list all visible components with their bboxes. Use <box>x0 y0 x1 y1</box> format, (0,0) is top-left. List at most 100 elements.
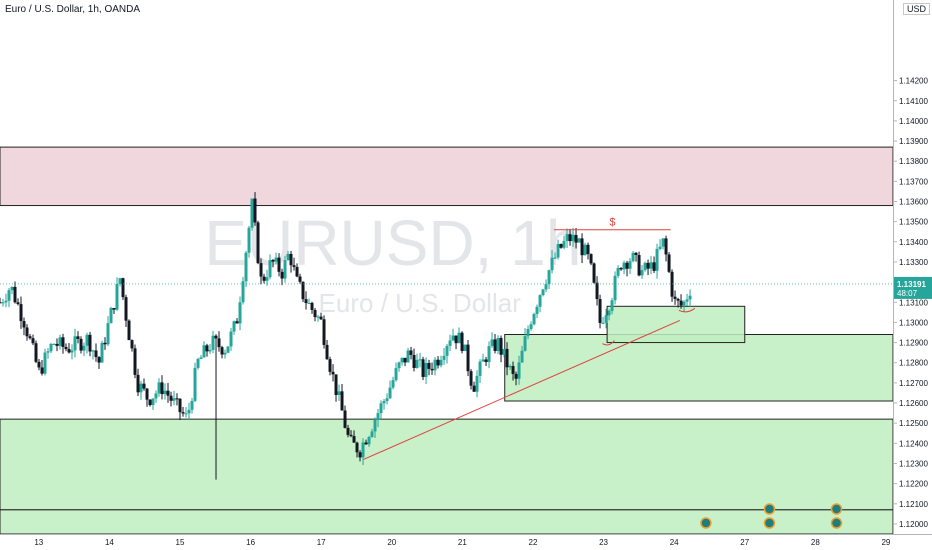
candle-down <box>262 276 266 281</box>
candle-down <box>364 442 368 445</box>
candle-down <box>79 338 83 351</box>
y-tick-label: 1.13000 <box>899 318 928 327</box>
candle-down <box>667 254 671 272</box>
y-tick-label: 1.13300 <box>899 258 928 267</box>
candle-down <box>31 338 35 344</box>
candle-down <box>592 263 596 283</box>
candle-down <box>421 359 425 377</box>
candle-up <box>4 300 8 303</box>
candle-up <box>601 322 605 324</box>
candle-up <box>541 289 545 296</box>
candle-up <box>232 321 236 332</box>
candle-up <box>52 343 56 345</box>
candle-up <box>229 331 233 347</box>
candle-up <box>523 336 527 351</box>
candle-up <box>226 346 230 353</box>
demand-zone-2 <box>0 509 894 535</box>
candle-up <box>361 442 365 458</box>
candle-down <box>13 286 17 303</box>
demand-zone-1 <box>0 418 894 511</box>
currency-label[interactable]: USD <box>902 3 930 15</box>
candle-down <box>499 337 503 355</box>
candle-up <box>571 235 575 242</box>
candle-up <box>490 339 494 347</box>
y-tick-label: 1.13100 <box>899 298 928 307</box>
supply-zone-0 <box>0 146 894 207</box>
trendline <box>363 319 681 460</box>
candle-down <box>160 382 164 395</box>
candle-down <box>436 359 440 366</box>
candle-up <box>199 357 203 360</box>
candle-down <box>271 260 275 262</box>
x-tick-label: 16 <box>246 538 255 547</box>
candle-up <box>85 334 89 346</box>
candle-down <box>169 395 173 401</box>
candle-down <box>259 263 263 277</box>
candle-up <box>433 359 437 371</box>
y-tick-label: 1.12900 <box>899 339 928 348</box>
zones-layer <box>0 146 894 535</box>
candle-down <box>94 350 98 358</box>
candle-up <box>487 346 491 362</box>
candle-down <box>28 336 32 339</box>
low-mark-curve <box>678 307 696 313</box>
candle-up <box>172 398 176 401</box>
x-tick-label: 28 <box>811 538 820 547</box>
candle-up <box>139 383 143 393</box>
candle-up <box>397 362 401 369</box>
y-tick-label: 1.12700 <box>899 379 928 388</box>
candle-up <box>109 308 113 324</box>
candle-down <box>217 338 221 348</box>
candle-up <box>337 391 341 395</box>
candle-up <box>418 359 422 361</box>
candle-up <box>115 284 119 310</box>
candle-down <box>295 266 299 277</box>
time-axis-background <box>0 534 932 550</box>
candle-up <box>316 316 320 318</box>
economic-event-icon <box>830 503 843 515</box>
candle-down <box>664 238 668 255</box>
candle-down <box>301 281 305 300</box>
candle-up <box>616 268 620 276</box>
candle-up <box>70 350 74 353</box>
candle-down <box>673 296 677 299</box>
candle-down <box>0 302 2 304</box>
candle-up <box>391 380 395 388</box>
candle-up <box>106 323 110 345</box>
x-tick-label: 20 <box>387 538 396 547</box>
candle-up <box>622 262 626 270</box>
candle-up <box>265 277 269 281</box>
candle-down <box>676 298 680 301</box>
candle-up <box>550 257 554 271</box>
candle-up <box>526 329 530 337</box>
candle-down <box>460 332 464 351</box>
candle-down <box>412 354 416 368</box>
candle-up <box>382 401 386 404</box>
candle-down <box>142 383 146 389</box>
candle-down <box>589 254 593 264</box>
candle-up <box>478 361 482 376</box>
last-price-badge <box>894 276 932 299</box>
candle-down <box>97 357 101 363</box>
candle-down <box>409 350 413 355</box>
candle-down <box>67 349 71 353</box>
candle-up <box>583 244 587 256</box>
candle-down <box>103 342 107 345</box>
last-price-value: 1.13191 <box>897 280 926 289</box>
x-tick-label: 24 <box>670 538 679 547</box>
candle-up <box>373 419 377 432</box>
candle-up <box>553 257 557 259</box>
candle-up <box>424 362 428 377</box>
candle-down <box>580 238 584 256</box>
candle-down <box>343 410 347 428</box>
candle-up <box>445 345 449 356</box>
candle-up <box>529 324 533 330</box>
candle-down <box>319 316 323 320</box>
candle-down <box>598 299 602 323</box>
candle-down <box>505 348 509 368</box>
candle-up <box>451 335 455 341</box>
candle-up <box>517 362 521 379</box>
candle-up <box>565 234 569 241</box>
